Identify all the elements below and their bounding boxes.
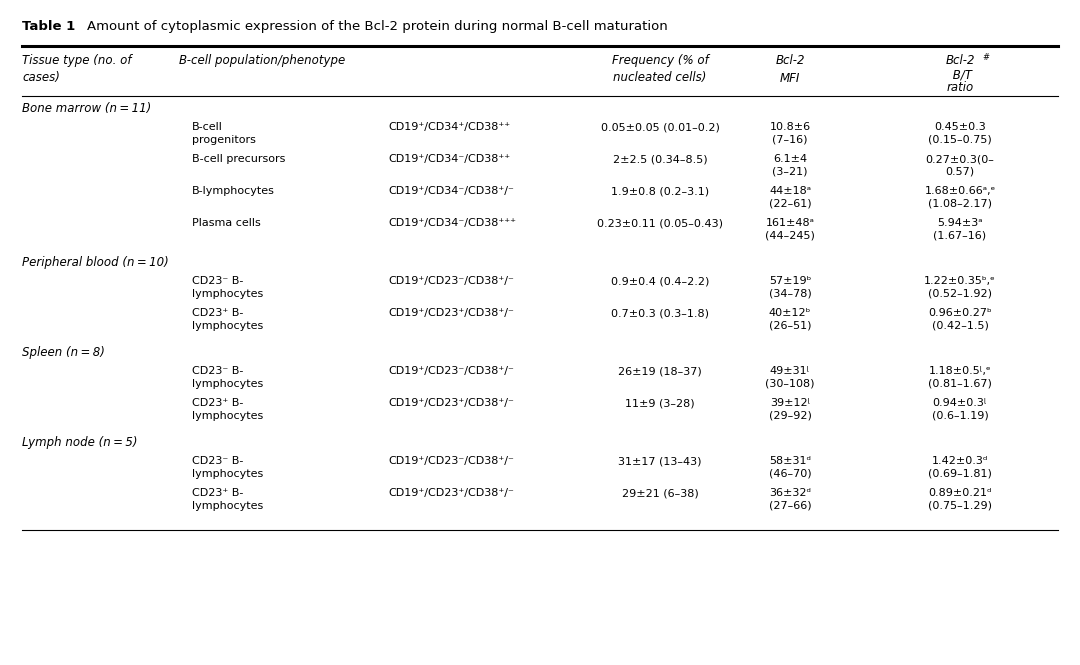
Text: 0.27±0.3(0–
0.57): 0.27±0.3(0– 0.57) bbox=[926, 154, 995, 177]
Text: 1.22±0.35ᵇ,ᵉ
(0.52–1.92): 1.22±0.35ᵇ,ᵉ (0.52–1.92) bbox=[924, 276, 996, 299]
Text: 0.7±0.3 (0.3–1.8): 0.7±0.3 (0.3–1.8) bbox=[611, 308, 708, 318]
Text: 0.96±0.27ᵇ
(0.42–1.5): 0.96±0.27ᵇ (0.42–1.5) bbox=[928, 308, 991, 331]
Text: CD23⁺ B-
lymphocytes: CD23⁺ B- lymphocytes bbox=[192, 308, 264, 331]
Text: CD19⁺/CD23⁻/CD38⁺/⁻: CD19⁺/CD23⁻/CD38⁺/⁻ bbox=[388, 456, 514, 466]
Text: Plasma cells: Plasma cells bbox=[192, 218, 260, 228]
Text: Bone marrow (n = 11): Bone marrow (n = 11) bbox=[22, 102, 151, 115]
Text: CD19⁺/CD34⁺/CD38⁺⁺: CD19⁺/CD34⁺/CD38⁺⁺ bbox=[388, 122, 510, 132]
Text: 1.9±0.8 (0.2–3.1): 1.9±0.8 (0.2–3.1) bbox=[611, 186, 710, 196]
Text: Table 1: Table 1 bbox=[22, 20, 76, 33]
Text: CD23⁻ B-
lymphocytes: CD23⁻ B- lymphocytes bbox=[192, 366, 264, 389]
Text: CD19⁺/CD23⁻/CD38⁺/⁻: CD19⁺/CD23⁻/CD38⁺/⁻ bbox=[388, 366, 514, 376]
Text: 58±31ᵈ
(46–70): 58±31ᵈ (46–70) bbox=[769, 456, 811, 479]
Text: CD23⁺ B-
lymphocytes: CD23⁺ B- lymphocytes bbox=[192, 398, 264, 421]
Text: 1.68±0.66ᵃ,ᵉ
(1.08–2.17): 1.68±0.66ᵃ,ᵉ (1.08–2.17) bbox=[924, 186, 996, 209]
Text: CD19⁺/CD34⁻/CD38⁺⁺⁺: CD19⁺/CD34⁻/CD38⁺⁺⁺ bbox=[388, 218, 516, 228]
Text: Frequency (% of
nucleated cells): Frequency (% of nucleated cells) bbox=[611, 54, 708, 84]
Text: CD19⁺/CD34⁻/CD38⁺⁺: CD19⁺/CD34⁻/CD38⁺⁺ bbox=[388, 154, 510, 164]
Text: Peripheral blood (n = 10): Peripheral blood (n = 10) bbox=[22, 256, 168, 269]
Text: 0.05±0.05 (0.01–0.2): 0.05±0.05 (0.01–0.2) bbox=[600, 122, 719, 132]
Text: Tissue type (no. of
cases): Tissue type (no. of cases) bbox=[22, 54, 132, 84]
Text: Bcl-2
MFI: Bcl-2 MFI bbox=[775, 54, 805, 84]
Text: 49±31ᶩ
(30–108): 49±31ᶩ (30–108) bbox=[766, 366, 814, 389]
Text: 5.94±3ᵃ
(1.67–16): 5.94±3ᵃ (1.67–16) bbox=[933, 218, 986, 241]
Text: 36±32ᵈ
(27–66): 36±32ᵈ (27–66) bbox=[769, 488, 811, 511]
Text: 11±9 (3–28): 11±9 (3–28) bbox=[625, 398, 694, 408]
Text: 39±12ᶩ
(29–92): 39±12ᶩ (29–92) bbox=[769, 398, 811, 421]
Text: B-cell
progenitors: B-cell progenitors bbox=[192, 122, 256, 145]
Text: 26±19 (18–37): 26±19 (18–37) bbox=[618, 366, 702, 376]
Text: #: # bbox=[982, 53, 989, 62]
Text: 29±21 (6–38): 29±21 (6–38) bbox=[622, 488, 699, 498]
Text: B-cell precursors: B-cell precursors bbox=[192, 154, 285, 164]
Text: 161±48ᵃ
(44–245): 161±48ᵃ (44–245) bbox=[765, 218, 815, 241]
Text: 0.89±0.21ᵈ
(0.75–1.29): 0.89±0.21ᵈ (0.75–1.29) bbox=[928, 488, 993, 511]
Text: Lymph node (n = 5): Lymph node (n = 5) bbox=[22, 436, 137, 449]
Text: 40±12ᵇ
(26–51): 40±12ᵇ (26–51) bbox=[769, 308, 811, 331]
Text: 0.45±0.3
(0.15–0.75): 0.45±0.3 (0.15–0.75) bbox=[928, 122, 991, 145]
Text: 31±17 (13–43): 31±17 (13–43) bbox=[618, 456, 702, 466]
Text: CD19⁺/CD34⁻/CD38⁺/⁻: CD19⁺/CD34⁻/CD38⁺/⁻ bbox=[388, 186, 514, 196]
Text: B-lymphocytes: B-lymphocytes bbox=[192, 186, 275, 196]
Text: 6.1±4
(3–21): 6.1±4 (3–21) bbox=[772, 154, 808, 177]
Text: CD19⁺/CD23⁺/CD38⁺/⁻: CD19⁺/CD23⁺/CD38⁺/⁻ bbox=[388, 488, 514, 498]
Text: 2±2.5 (0.34–8.5): 2±2.5 (0.34–8.5) bbox=[612, 154, 707, 164]
Text: 10.8±6
(7–16): 10.8±6 (7–16) bbox=[769, 122, 811, 145]
Text: B/T: B/T bbox=[948, 68, 971, 81]
Text: CD23⁻ B-
lymphocytes: CD23⁻ B- lymphocytes bbox=[192, 456, 264, 479]
Text: Bcl-2: Bcl-2 bbox=[945, 54, 975, 67]
Text: 0.94±0.3ᶩ
(0.6–1.19): 0.94±0.3ᶩ (0.6–1.19) bbox=[932, 398, 988, 421]
Text: B-cell population/phenotype: B-cell population/phenotype bbox=[179, 54, 346, 67]
Text: Amount of cytoplasmic expression of the Bcl-2 protein during normal B-cell matur: Amount of cytoplasmic expression of the … bbox=[87, 20, 667, 33]
Text: 0.9±0.4 (0.4–2.2): 0.9±0.4 (0.4–2.2) bbox=[611, 276, 710, 286]
Text: 0.23±0.11 (0.05–0.43): 0.23±0.11 (0.05–0.43) bbox=[597, 218, 723, 228]
Text: CD23⁻ B-
lymphocytes: CD23⁻ B- lymphocytes bbox=[192, 276, 264, 299]
Text: 1.18±0.5ᶩ,ᵉ
(0.81–1.67): 1.18±0.5ᶩ,ᵉ (0.81–1.67) bbox=[928, 366, 991, 389]
Text: 1.42±0.3ᵈ
(0.69–1.81): 1.42±0.3ᵈ (0.69–1.81) bbox=[928, 456, 991, 479]
Text: Spleen (n = 8): Spleen (n = 8) bbox=[22, 346, 105, 359]
Text: CD23⁺ B-
lymphocytes: CD23⁺ B- lymphocytes bbox=[192, 488, 264, 511]
Text: 44±18ᵃ
(22–61): 44±18ᵃ (22–61) bbox=[769, 186, 811, 209]
Text: CD19⁺/CD23⁺/CD38⁺/⁻: CD19⁺/CD23⁺/CD38⁺/⁻ bbox=[388, 308, 514, 318]
Text: CD19⁺/CD23⁺/CD38⁺/⁻: CD19⁺/CD23⁺/CD38⁺/⁻ bbox=[388, 398, 514, 408]
Text: 57±19ᵇ
(34–78): 57±19ᵇ (34–78) bbox=[769, 276, 811, 299]
Text: CD19⁺/CD23⁻/CD38⁺/⁻: CD19⁺/CD23⁻/CD38⁺/⁻ bbox=[388, 276, 514, 286]
Text: ratio: ratio bbox=[946, 81, 974, 94]
